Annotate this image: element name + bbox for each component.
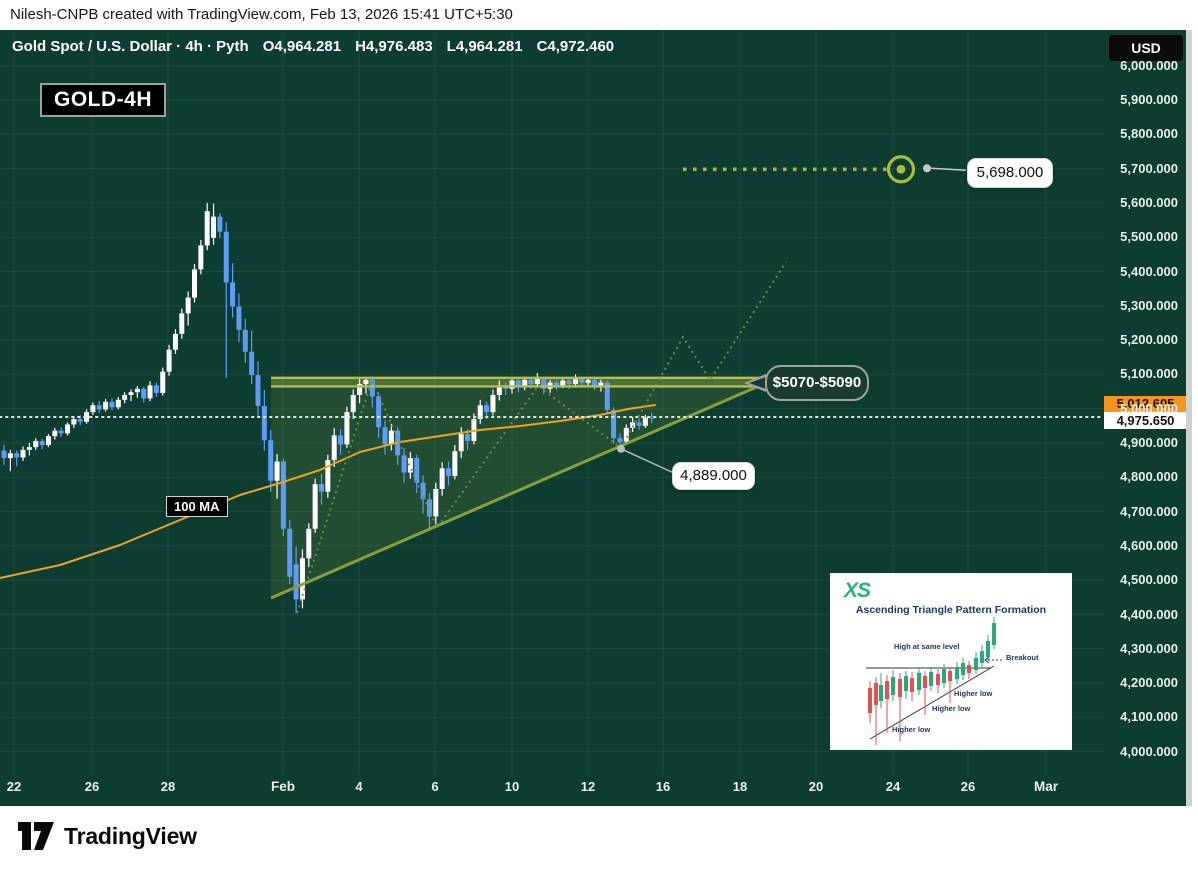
- inset-label-higher-low-1: Higher low: [954, 689, 993, 698]
- inset-label-breakout: Breakout: [1006, 653, 1039, 662]
- time-tick: 10: [504, 779, 520, 794]
- price-tick: 5,700.000: [1120, 160, 1178, 176]
- symbol-legend[interactable]: Gold Spot / U.S. Dollar · 4h · Pyth O4,9…: [12, 38, 614, 55]
- price-tick: 4,200.000: [1120, 675, 1178, 691]
- price-axis[interactable]: 6,000.000 5,900.000 5,800.000 5,700.000 5,60…: [1104, 30, 1186, 774]
- chart-right-margin: [1192, 30, 1198, 806]
- price-tick: 4,900.000: [1120, 435, 1178, 450]
- ohlc-close: C4,972.460: [536, 38, 615, 55]
- time-tick: 26: [960, 779, 976, 794]
- last-price-label: 4,975.650: [1104, 412, 1187, 429]
- price-tick: 4,400.000: [1120, 606, 1178, 622]
- time-axis[interactable]: 22 26 28 Feb 4 6 10 12 16 18 20 24 26 Mar: [0, 774, 1186, 806]
- gold-4h-badge[interactable]: GOLD-4H: [40, 83, 166, 117]
- resistance-zone-text: $5070-$5090: [772, 374, 862, 391]
- symbol-title[interactable]: Gold Spot / U.S. Dollar · 4h · Pyth: [12, 38, 249, 55]
- price-tick: 4,500.000: [1120, 572, 1178, 588]
- price-tick: 5,400.000: [1120, 263, 1178, 279]
- price-tick: 5,800.000: [1120, 126, 1178, 142]
- price-tick: 4,700.000: [1120, 503, 1178, 519]
- attribution-text: Nilesh-CNPB created with TradingView.com…: [10, 6, 513, 23]
- attribution-bar: Nilesh-CNPB created with TradingView.com…: [0, 0, 1198, 30]
- time-tick: 26: [84, 779, 100, 794]
- time-tick: 16: [655, 779, 671, 794]
- ma-100-badge[interactable]: 100 MA: [166, 496, 228, 517]
- time-tick: 28: [160, 779, 176, 794]
- ohlc-high: H4,976.483: [355, 38, 433, 55]
- price-tick: 4,100.000: [1120, 709, 1178, 725]
- usd-currency-button[interactable]: USD: [1108, 34, 1184, 62]
- inset-label-higher-low-2: Higher low: [932, 704, 971, 713]
- ohlc-low: L4,964.281: [446, 38, 523, 55]
- resistance-zone-bubble[interactable]: $5070-$5090: [765, 365, 869, 401]
- target-price-callout[interactable]: 5,698.000: [967, 158, 1053, 188]
- price-tick: 5,500.000: [1120, 229, 1178, 245]
- time-tick: 12: [580, 779, 596, 794]
- price-tick: 4,300.000: [1120, 640, 1178, 656]
- price-tick: 5,100.000: [1120, 366, 1178, 382]
- price-tick: 4,000.000: [1120, 743, 1178, 759]
- price-tick: 5,900.000: [1120, 92, 1178, 107]
- tradingview-logo-text: TradingView: [64, 822, 197, 849]
- chart-area[interactable]: Gold Spot / U.S. Dollar · 4h · Pyth O4,9…: [0, 30, 1198, 806]
- time-tick: Mar: [1033, 779, 1058, 794]
- ohlc-open: O4,964.281: [262, 38, 342, 55]
- price-tick: 5,600.000: [1120, 194, 1178, 210]
- tradingview-logo-mark: [18, 822, 54, 850]
- price-tick: 5,200.000: [1120, 332, 1178, 348]
- tradingview-logo[interactable]: TradingView: [18, 822, 197, 850]
- inset-label-high-at-same-level: High at same level: [894, 642, 960, 651]
- time-tick: 18: [732, 779, 748, 794]
- inset-mini-chart: [866, 617, 1003, 745]
- ma-price-label: 5,012.605: [1104, 396, 1187, 412]
- price-tick: 6,000.000: [1120, 57, 1178, 73]
- chart-right-edge-strip: [1186, 30, 1192, 806]
- breakdown-low-callout[interactable]: 4,889.000: [672, 462, 755, 490]
- time-tick: 20: [808, 779, 824, 794]
- time-tick: 4: [355, 779, 363, 794]
- price-tick: 5,000.000: [1120, 400, 1178, 416]
- time-tick: Feb: [270, 779, 295, 794]
- price-tick: 4,800.000: [1120, 469, 1178, 485]
- inset-label-higher-low-3: Higher low: [892, 725, 931, 734]
- price-tick: 4,600.000: [1120, 537, 1178, 553]
- time-tick: 22: [6, 779, 22, 794]
- xs-broker-logo: XS: [844, 579, 871, 602]
- time-tick: 24: [885, 779, 901, 794]
- resistance-zone-bubble-tail-fill: [749, 377, 766, 389]
- price-chart-canvas[interactable]: [0, 30, 1186, 806]
- time-tick: 6: [431, 779, 439, 794]
- footer: TradingView: [0, 806, 1198, 871]
- price-tick: 5,300.000: [1120, 297, 1178, 313]
- pattern-inset-card: XS Ascending Triangle Pattern Formation …: [830, 573, 1072, 750]
- inset-title: Ascending Triangle Pattern Formation: [855, 604, 1047, 616]
